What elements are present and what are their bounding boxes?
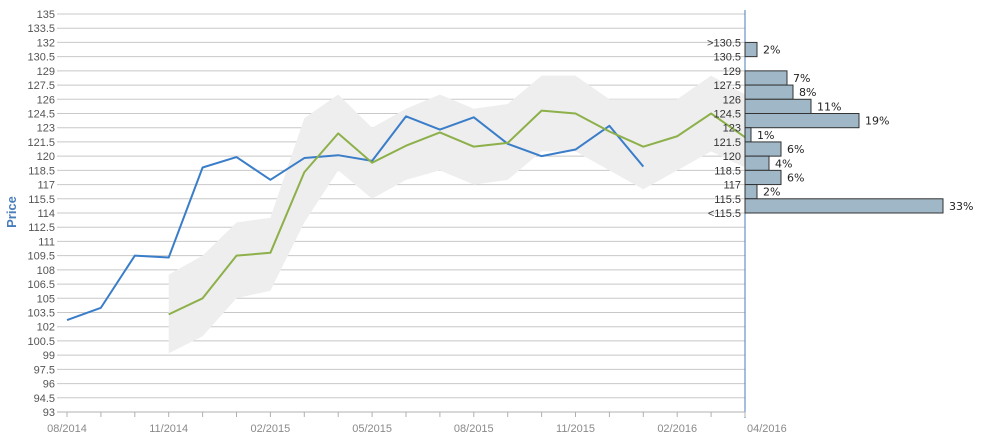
histogram-bin-label: <115.5 [708,208,741,220]
histogram-bin-label: 121.5 [713,137,741,149]
y-tick-label: 106.5 [27,279,55,291]
y-tick-label: 114 [37,208,55,220]
histogram-bin-label: >130.5 [707,37,741,49]
y-tick-label: 103.5 [27,308,55,320]
histogram-bar [744,113,860,129]
y-tick-label: 121.5 [27,137,55,149]
y-tick-label: 133.5 [27,23,55,35]
y-tick-label: 102 [37,322,55,334]
histogram-percent-label: 2% [763,186,780,199]
x-tick-labels: 08/2014 11/2014 02/2015 05/2015 08/2015 11/20… [47,423,787,435]
histogram-bin-label: 115.5 [714,194,741,206]
x-tick-label: 05/2015 [352,423,392,435]
y-tick-label: 130.5 [27,52,55,64]
x-tick-label: 02/2016 [657,423,697,435]
histogram-bar [744,141,782,157]
x-tick-label: 02/2015 [251,423,291,435]
y-tick-label: 112.5 [28,222,55,234]
histogram-bar [744,98,812,114]
y-tick-label: 118.5 [28,165,55,177]
series-lines [66,109,746,322]
y-tick-label: 123 [37,123,55,135]
histogram-bar [744,41,758,58]
histogram-bin-label: 120 [723,151,741,163]
y-tick-label: 96 [43,379,55,391]
histogram-bin-label: 123 [723,123,741,135]
historical-price-line [66,115,645,322]
y-axis-title: Price [4,196,19,228]
y-tick-label: 109.5 [27,251,55,263]
histogram-bar [744,127,752,143]
y-tick-label: 94.5 [34,393,55,405]
y-tick-label: 100.5 [27,336,55,348]
histogram-percent-label: 11% [817,100,841,113]
forecast-range-area [168,75,745,354]
y-tick-label: 117 [37,180,55,192]
histogram-bin-label: 118.5 [714,165,741,177]
x-tick-label: 08/2015 [454,423,494,435]
y-tick-label: 97.5 [34,364,55,376]
histogram-percent-label: 2% [763,44,780,57]
y-tick-label: 127.5 [27,80,55,92]
x-tick-label: 04/2016 [747,423,787,435]
grid-lines [57,10,746,418]
histogram-percent-label: 6% [787,143,804,156]
histogram-bar [744,184,758,200]
histogram-percent-label: 7% [793,72,810,85]
histogram-bin-label: 129 [723,66,741,78]
histogram-bin-label: 130.5 [713,52,741,64]
histogram-percent-label: 8% [799,86,816,99]
y-tick-label: 105 [37,293,55,305]
x-tick-label: 11/2014 [149,423,188,435]
histogram-percent-label: 6% [787,171,804,184]
y-tick-label: 126 [37,94,55,106]
histogram-bar [744,155,770,171]
x-tick-label: 08/2014 [47,423,87,435]
y-tick-labels: 93 94.5 96 97.5 99 100.5 102 103.5 105 106.5 108 10… [27,9,55,419]
y-tick-label: 115.5 [28,194,55,206]
y-tick-label: 132 [37,37,55,49]
histogram-percent-label: 4% [775,157,792,170]
histogram-percent-label: 1% [757,129,774,142]
histogram-bar [744,84,794,100]
y-tick-label: 99 [43,350,55,362]
histogram-bar [744,198,944,214]
forecast-band [168,75,745,354]
y-tick-label: 111 [38,236,55,248]
x-tick-label: 11/2015 [556,423,595,435]
histogram-percent-label: 33% [949,200,973,213]
histogram-bar [744,70,788,86]
histogram-bar [744,169,782,186]
y-tick-label: 129 [37,66,55,78]
y-tick-label: 108 [37,265,55,277]
histogram-percent-label: 19% [865,115,889,128]
y-tick-label: 120 [37,151,55,163]
histogram-bin-label: 127.5 [713,80,741,92]
histogram-bin-label: 117 [723,180,741,192]
forecast-price-line [168,109,746,316]
histogram: >130.5 2% 130.5 129 7% 127.5 8% 126 11% 124.5 19% 1… [707,37,973,220]
histogram-bin-label: 124.5 [713,109,741,121]
y-tick-label: 93 [43,407,55,419]
y-tick-label: 124.5 [27,109,55,121]
histogram-bin-label: 126 [723,94,741,106]
y-tick-label: 135 [37,9,55,21]
